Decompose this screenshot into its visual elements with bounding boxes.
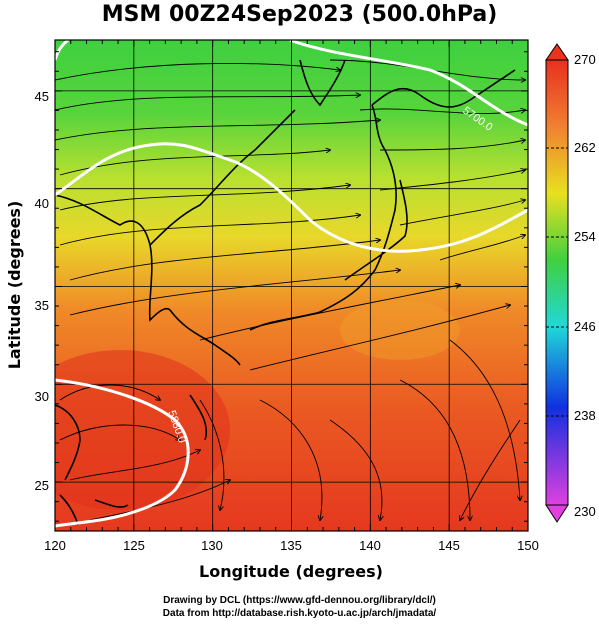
colorbar-tick-label: 254 bbox=[574, 229, 596, 244]
x-tick-label: 135 bbox=[280, 538, 302, 553]
x-tick-label: 150 bbox=[517, 538, 539, 553]
colorbar-tick-label: 238 bbox=[574, 408, 596, 423]
colorbar-scale bbox=[545, 59, 569, 506]
x-tick-label: 120 bbox=[44, 538, 66, 553]
colorbar-tick-label: 270 bbox=[574, 52, 596, 67]
x-tick-label: 130 bbox=[201, 538, 223, 553]
contour-line-5700 bbox=[55, 142, 528, 253]
height-contours bbox=[55, 40, 528, 528]
colorbar-tick-label: 262 bbox=[574, 140, 596, 155]
warm-tongue bbox=[340, 300, 460, 360]
credit-drawing: Drawing by DCL (https://www.gfd-dennou.o… bbox=[163, 595, 436, 606]
x-tick-label: 140 bbox=[359, 538, 381, 553]
y-tick-label: 25 bbox=[35, 478, 49, 493]
contour-line-north bbox=[289, 40, 528, 127]
x-tick-labels: 120 125 130 135 140 145 150 bbox=[44, 538, 539, 553]
axis-ticks bbox=[54, 40, 529, 531]
colorbar: 270 262 254 246 238 230 bbox=[545, 43, 596, 523]
x-tick-label: 145 bbox=[438, 538, 460, 553]
x-axis-label: Longitude (degrees) bbox=[199, 562, 383, 581]
map-title: MSM 00Z24Sep2023 (500.0hPa) bbox=[101, 2, 498, 27]
contour-line-corner bbox=[55, 40, 69, 61]
coastlines bbox=[55, 59, 516, 526]
colorbar-lower-arrow bbox=[545, 504, 569, 523]
y-tick-labels: 25 30 35 40 45 bbox=[35, 89, 49, 493]
colorbar-tick-label: 230 bbox=[574, 504, 596, 519]
y-tick-label: 45 bbox=[35, 89, 49, 104]
contour-line-5880 bbox=[55, 378, 190, 528]
y-tick-label: 30 bbox=[35, 389, 49, 404]
map-plot-area: 5700.0 5880.0 bbox=[55, 40, 528, 531]
y-axis-label: Latitude (degrees) bbox=[5, 201, 24, 370]
colorbar-upper-arrow bbox=[545, 43, 569, 61]
x-tick-label: 125 bbox=[123, 538, 145, 553]
gridlines bbox=[55, 40, 528, 531]
wind-streamlines bbox=[55, 59, 525, 520]
colorbar-tick-label: 246 bbox=[574, 319, 596, 334]
credit-data-source: Data from http://database.rish.kyoto-u.a… bbox=[162, 608, 437, 619]
y-tick-label: 40 bbox=[35, 196, 49, 211]
y-tick-label: 35 bbox=[35, 298, 49, 313]
